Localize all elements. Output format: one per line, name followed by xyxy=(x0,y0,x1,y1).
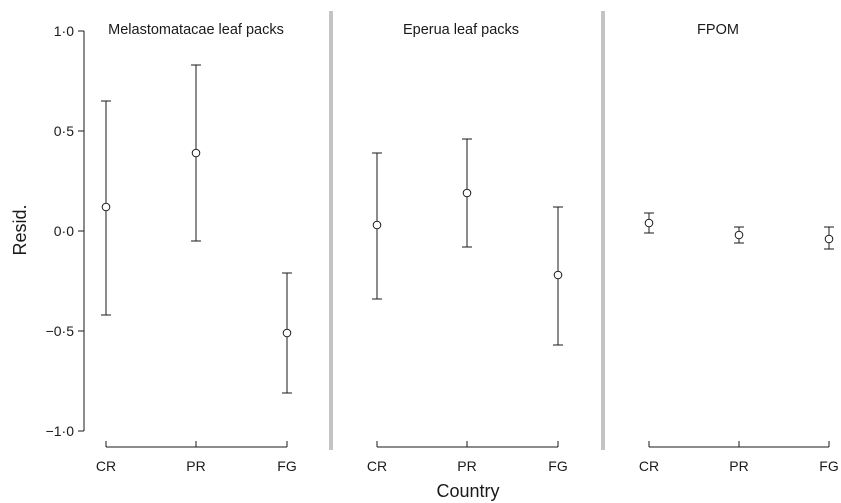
panel-separators xyxy=(329,11,605,450)
data-point xyxy=(734,230,744,240)
data-point xyxy=(824,234,834,244)
y-tick-label: 0·5 xyxy=(54,123,74,139)
data-points xyxy=(101,148,834,338)
panel-titles: Melastomatacae leaf packs Eperua leaf pac… xyxy=(108,22,739,38)
y-axis: 1·0 0·5 0·0 −0·5 −1·0 xyxy=(46,23,85,439)
data-point xyxy=(282,328,292,338)
data-point xyxy=(101,202,111,212)
error-bars xyxy=(101,64,834,394)
data-point xyxy=(553,270,563,280)
data-point xyxy=(372,220,382,230)
x-tick-label: CR xyxy=(639,458,659,474)
x-tick-label: PR xyxy=(457,458,476,474)
y-tick-label: −1·0 xyxy=(46,423,75,439)
panel-title: FPOM xyxy=(697,22,739,38)
y-axis-title: Resid. xyxy=(10,204,30,255)
data-point xyxy=(644,218,654,228)
y-tick-label: −0·5 xyxy=(46,323,75,339)
x-tick-label: FG xyxy=(277,458,296,474)
panel-title: Melastomatacae leaf packs xyxy=(108,22,284,38)
x-tick-label: FG xyxy=(819,458,838,474)
x-tick-label: FG xyxy=(548,458,567,474)
x-tick-label: CR xyxy=(367,458,387,474)
x-tick-label: PR xyxy=(186,458,205,474)
x-axis-title: Country xyxy=(436,481,499,501)
x-axis: CR PR FG CR PR FG CR PR FG xyxy=(96,441,839,474)
data-point xyxy=(462,188,472,198)
y-tick-label: 1·0 xyxy=(54,23,74,39)
data-point xyxy=(191,148,201,158)
panel-title: Eperua leaf packs xyxy=(403,22,519,38)
x-tick-label: PR xyxy=(729,458,748,474)
y-tick-label: 0·0 xyxy=(54,223,74,239)
x-tick-label: CR xyxy=(96,458,116,474)
